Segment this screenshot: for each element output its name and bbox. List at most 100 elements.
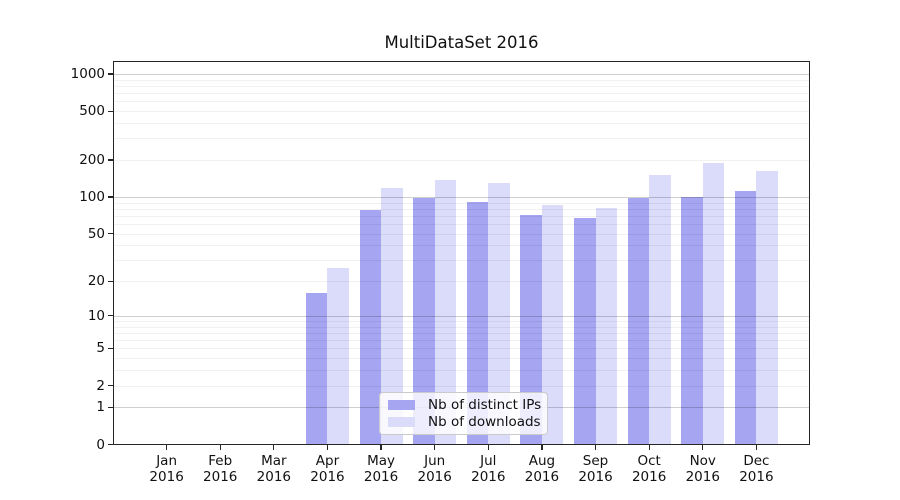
gridline-6 [114, 340, 809, 342]
y-axis-tick-label-0: 0 [96, 436, 105, 453]
y-axis-tick-label-500: 500 [79, 103, 105, 120]
y-axis-tick-label-5: 5 [96, 340, 105, 357]
x-axis-tick-label-apr-2016: Apr 2016 [310, 452, 345, 486]
x-axis-tick-label-may-2016: May 2016 [363, 452, 399, 486]
x-axis-tick-label-jul-2016: Jul 2016 [471, 452, 506, 486]
gridline-200 [114, 160, 809, 162]
y-tick-50 [108, 233, 113, 235]
legend-item-distinct-ips: Nb of distinct IPs [388, 397, 542, 413]
legend-label-downloads: Nb of downloads [428, 414, 541, 430]
bar-nb-of-distinct-ips-dec-2016 [734, 190, 757, 445]
bar-nb-of-distinct-ips-jul-2016 [466, 202, 489, 445]
gridline-700 [114, 93, 809, 95]
y-axis-tick-label-1000: 1000 [70, 66, 105, 82]
y-tick-5 [108, 347, 113, 349]
bar-nb-of-distinct-ips-aug-2016 [520, 215, 542, 445]
y-axis-tick-label-50: 50 [87, 225, 105, 242]
gridline-300 [114, 138, 809, 140]
bar-nb-of-downloads-sep-2016 [595, 208, 618, 445]
bar-nb-of-downloads-may-2016 [381, 188, 403, 445]
x-axis-tick-label-mar-2016: Mar 2016 [256, 452, 292, 486]
chart-title: MultiDataSet 2016 [384, 33, 539, 52]
bar-nb-of-downloads-jun-2016 [434, 179, 457, 445]
gridline-500 [114, 111, 809, 113]
x-axis-tick-label-dec-2016: Dec 2016 [739, 452, 774, 486]
y-axis-tick-label-200: 200 [79, 152, 105, 169]
x-tick-sep-2016 [594, 445, 597, 450]
y-tick-1 [108, 406, 113, 408]
y-tick-200 [108, 159, 113, 161]
bar-nb-of-downloads-apr-2016 [327, 267, 349, 445]
plot-area [113, 60, 810, 445]
y-tick-20 [108, 280, 113, 282]
x-tick-jan-2016 [166, 445, 168, 450]
bar-nb-of-downloads-aug-2016 [541, 205, 564, 445]
bar-nb-of-downloads-jul-2016 [488, 182, 510, 445]
bar-nb-of-distinct-ips-apr-2016 [305, 292, 328, 445]
gridline-900 [114, 79, 809, 81]
x-tick-aug-2016 [541, 445, 543, 450]
gridline-5 [114, 348, 809, 350]
y-tick-1000 [108, 73, 113, 75]
x-axis-tick-label-oct-2016: Oct 2016 [631, 452, 667, 486]
x-tick-jun-2016 [434, 445, 436, 450]
legend-label-distinct-ips: Nb of distinct IPs [428, 397, 542, 413]
y-axis-tick-label-1: 1 [96, 399, 105, 416]
x-tick-jul-2016 [487, 445, 489, 450]
x-axis-tick-label-aug-2016: Aug 2016 [524, 452, 560, 486]
x-tick-apr-2016 [326, 445, 329, 450]
legend-item-downloads: Nb of downloads [388, 414, 541, 430]
x-tick-may-2016 [380, 445, 382, 450]
gridline-7 [114, 332, 809, 334]
y-axis-tick-label-100: 100 [79, 189, 105, 205]
gridline-100 [114, 197, 809, 198]
y-axis-tick-label-10: 10 [87, 307, 105, 324]
y-tick-2 [108, 384, 113, 387]
x-tick-nov-2016 [702, 445, 704, 450]
legend-swatch-distinct-ips [388, 399, 415, 411]
y-tick-10 [108, 315, 113, 317]
gridline-9 [114, 321, 809, 323]
gridline-60 [114, 224, 809, 226]
bar-nb-of-distinct-ips-oct-2016 [627, 198, 650, 445]
y-axis-tick-label-20: 20 [87, 273, 105, 290]
gridline-4 [114, 358, 809, 360]
gridline-8 [114, 326, 809, 328]
gridline-1000 [114, 74, 809, 75]
y-tick-500 [108, 110, 113, 112]
bar-nb-of-downloads-nov-2016 [702, 162, 725, 445]
bar-nb-of-downloads-dec-2016 [756, 171, 778, 445]
legend: Nb of distinct IPs Nb of downloads [379, 392, 548, 435]
bar-nb-of-distinct-ips-sep-2016 [574, 218, 596, 445]
bar-nb-of-distinct-ips-nov-2016 [681, 197, 703, 445]
gridline-400 [114, 123, 809, 125]
gridline-2 [114, 385, 809, 387]
bar-nb-of-distinct-ips-may-2016 [359, 209, 382, 445]
bar-nb-of-distinct-ips-jun-2016 [413, 198, 435, 445]
gridline-600 [114, 101, 809, 103]
gridline-800 [114, 85, 809, 87]
x-tick-oct-2016 [648, 445, 650, 450]
gridline-30 [114, 260, 809, 262]
y-tick-100 [108, 196, 113, 198]
x-axis-tick-label-jan-2016: Jan 2016 [149, 452, 184, 486]
x-tick-feb-2016 [219, 445, 221, 450]
x-tick-mar-2016 [273, 445, 275, 450]
x-axis-tick-label-nov-2016: Nov 2016 [685, 452, 720, 486]
y-tick-0 [108, 443, 113, 446]
gridline-70 [114, 215, 809, 217]
x-axis-tick-label-jun-2016: Jun 2016 [417, 452, 452, 486]
bar-nb-of-downloads-oct-2016 [649, 174, 671, 445]
gridline-90 [114, 202, 809, 204]
gridline-50 [114, 233, 809, 235]
gridline-20 [114, 281, 809, 283]
gridline-40 [114, 245, 809, 247]
gridline-80 [114, 208, 809, 210]
x-axis-tick-label-feb-2016: Feb 2016 [203, 452, 238, 486]
y-axis-tick-label-2: 2 [96, 377, 105, 394]
legend-swatch-downloads [388, 416, 415, 428]
x-axis-tick-label-sep-2016: Sep 2016 [578, 452, 613, 486]
x-tick-dec-2016 [755, 445, 757, 450]
gridline-10 [114, 315, 809, 317]
